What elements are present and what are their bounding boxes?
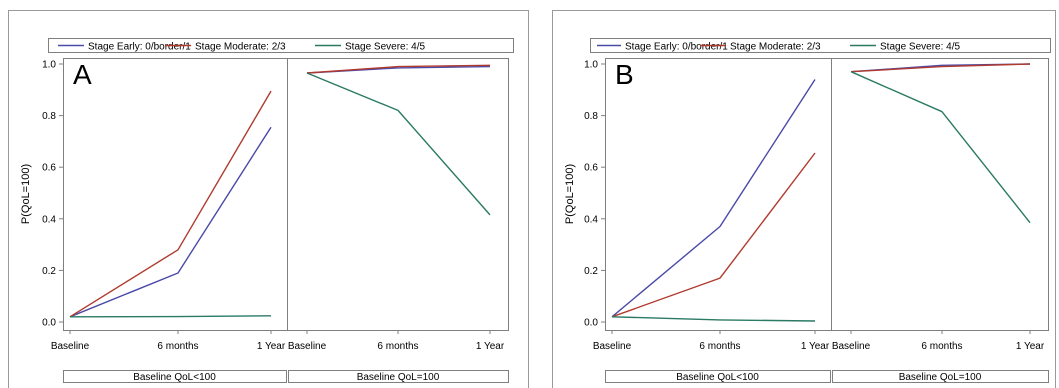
x-tick-label: 1 Year xyxy=(257,341,286,352)
x-tick-label: 1 Year xyxy=(476,341,505,352)
y-tick-label: 0.4 xyxy=(584,214,598,225)
facet-label-box xyxy=(288,370,509,383)
facet-label-box xyxy=(832,370,1049,383)
y-tick-label: 1.0 xyxy=(42,60,56,71)
series-line-1-facet-1 xyxy=(69,126,272,318)
x-tick-label: 6 months xyxy=(157,341,198,352)
x-tick-label: 6 months xyxy=(921,341,962,352)
x-tick-label: Baseline xyxy=(832,341,871,352)
plot-area-border xyxy=(63,58,509,331)
legend-box xyxy=(590,38,1051,53)
chart-panel-A: Stage Early: 0/border/1 Stage Moderate: 2… xyxy=(8,10,529,388)
y-tick-label: 0.8 xyxy=(42,111,56,122)
legend: Stage Early: 0/border/1 Stage Moderate: 2… xyxy=(48,38,514,53)
series-line-3-facet-1 xyxy=(611,316,816,322)
series-line-1-facet-2 xyxy=(306,65,491,74)
series-line-3-facet-1 xyxy=(69,315,272,318)
legend-label-2: Stage Moderate: 2/3 xyxy=(730,42,821,53)
facet-label-2: Baseline QoL=100 xyxy=(899,372,982,383)
facet-label-box xyxy=(63,370,287,383)
x-tick-label: 6 months xyxy=(699,341,740,352)
facet-label-box xyxy=(605,370,831,383)
y-tick-label: 0.8 xyxy=(584,111,598,122)
x-tick-label: Baseline xyxy=(288,341,327,352)
y-axis-label: P(QoL=100) xyxy=(564,164,576,224)
y-tick-label: 0.0 xyxy=(584,318,598,329)
panel-letter: B xyxy=(615,59,634,90)
x-tick-label: Baseline xyxy=(593,341,632,352)
x-tick-label: 1 Year xyxy=(1016,341,1045,352)
y-tick-label: 0.0 xyxy=(42,318,56,329)
y-tick-label: 0.2 xyxy=(42,266,56,277)
legend-label-1: Stage Early: 0/border/1 xyxy=(88,42,191,53)
y-tick-label: 1.0 xyxy=(584,60,598,71)
y-tick-label: 0.2 xyxy=(584,266,598,277)
plot-area-border xyxy=(605,58,1049,331)
y-axis-label: P(QoL=100) xyxy=(20,164,32,224)
y-tick-label: 0.6 xyxy=(42,163,56,174)
x-tick-label: 6 months xyxy=(377,341,418,352)
panel-frame xyxy=(552,10,1056,388)
legend-box xyxy=(48,38,514,53)
legend-label-3: Stage Severe: 4/5 xyxy=(880,42,960,53)
y-tick-label: 0.4 xyxy=(42,214,56,225)
x-tick-label: Baseline xyxy=(51,341,90,352)
series-line-2-facet-1 xyxy=(69,90,272,318)
facet-label-2: Baseline QoL=100 xyxy=(357,372,440,383)
series-line-2-facet-1 xyxy=(611,152,816,318)
series-line-3-facet-2 xyxy=(306,72,491,216)
series-line-3-facet-2 xyxy=(850,71,1031,224)
legend-label-1: Stage Early: 0/border/1 xyxy=(625,42,728,53)
x-tick-label: 1 Year xyxy=(801,341,830,352)
series-line-1-facet-1 xyxy=(611,79,816,318)
series-line-2-facet-2 xyxy=(850,63,1031,73)
facet-label-1: Baseline QoL<100 xyxy=(133,372,216,383)
legend-label-3: Stage Severe: 4/5 xyxy=(345,42,425,53)
panel-letter: A xyxy=(73,59,92,90)
chart-panel-B: Stage Early: 0/border/1 Stage Moderate: 2… xyxy=(552,10,1056,388)
legend: Stage Early: 0/border/1 Stage Moderate: 2… xyxy=(590,38,1051,53)
panel-frame xyxy=(8,10,529,388)
legend-label-2: Stage Moderate: 2/3 xyxy=(195,42,286,53)
y-tick-label: 0.6 xyxy=(584,163,598,174)
series-line-2-facet-2 xyxy=(306,64,491,74)
facet-label-1: Baseline QoL<100 xyxy=(676,372,759,383)
